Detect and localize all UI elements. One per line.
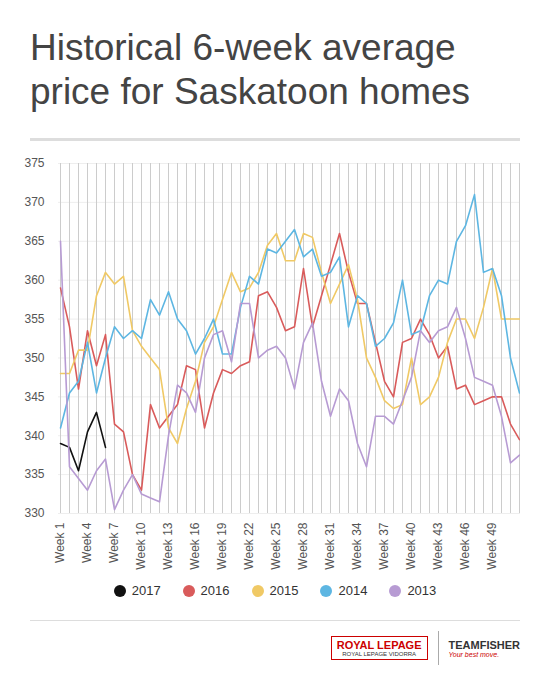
svg-text:Week 10: Week 10: [134, 522, 148, 569]
html-text:TEAMFISHER: TEAMFISHER: [448, 638, 520, 651]
svg-text:Week 7: Week 7: [107, 522, 121, 563]
svg-text:Week 31: Week 31: [323, 522, 337, 569]
svg-text:Week 49: Week 49: [485, 522, 499, 569]
svg-text:335: 335: [24, 467, 44, 481]
html-text:2013: 2013: [407, 583, 437, 598]
svg-text:Week 46: Week 46: [458, 522, 472, 569]
svg-text:370: 370: [24, 195, 44, 209]
svg-text:350: 350: [24, 351, 44, 365]
svg-text:Week 13: Week 13: [161, 522, 175, 569]
svg-text:Week 34: Week 34: [350, 522, 364, 569]
html-text:2016: 2016: [200, 583, 230, 598]
html-text:2015: 2015: [269, 583, 299, 598]
html-text:2014: 2014: [338, 583, 368, 598]
svg-text:Week 22: Week 22: [242, 522, 256, 569]
svg-text:330: 330: [24, 506, 44, 520]
svg-text:Week 43: Week 43: [431, 522, 445, 569]
svg-text:Week 37: Week 37: [377, 522, 391, 569]
svg-text:365: 365: [24, 234, 44, 248]
svg-text:340: 340: [24, 429, 44, 443]
html-text:2017: 2017: [131, 583, 161, 598]
svg-text:Week 4: Week 4: [80, 522, 94, 563]
html-text:Your best move.: Your best move.: [448, 650, 500, 658]
svg-text:Week 19: Week 19: [215, 522, 229, 569]
svg-text:375: 375: [24, 156, 44, 170]
svg-text:360: 360: [24, 273, 44, 287]
html-text:Historical 6-week average pric: Historical 6-week average price for Sask…: [30, 27, 471, 112]
svg-text:Week 1: Week 1: [53, 522, 67, 563]
html-text:ROYAL LEPAGE VIDORRA: ROYAL LEPAGE VIDORRA: [342, 651, 417, 657]
svg-text:Week 28: Week 28: [296, 522, 310, 569]
svg-text:345: 345: [24, 390, 44, 404]
html-text:ROYAL LEPAGE: ROYAL LEPAGE: [336, 639, 422, 651]
svg-text:Week 16: Week 16: [188, 522, 202, 569]
svg-text:Week 25: Week 25: [269, 522, 283, 569]
svg-text:355: 355: [24, 312, 44, 326]
svg-text:Week 40: Week 40: [404, 522, 418, 569]
